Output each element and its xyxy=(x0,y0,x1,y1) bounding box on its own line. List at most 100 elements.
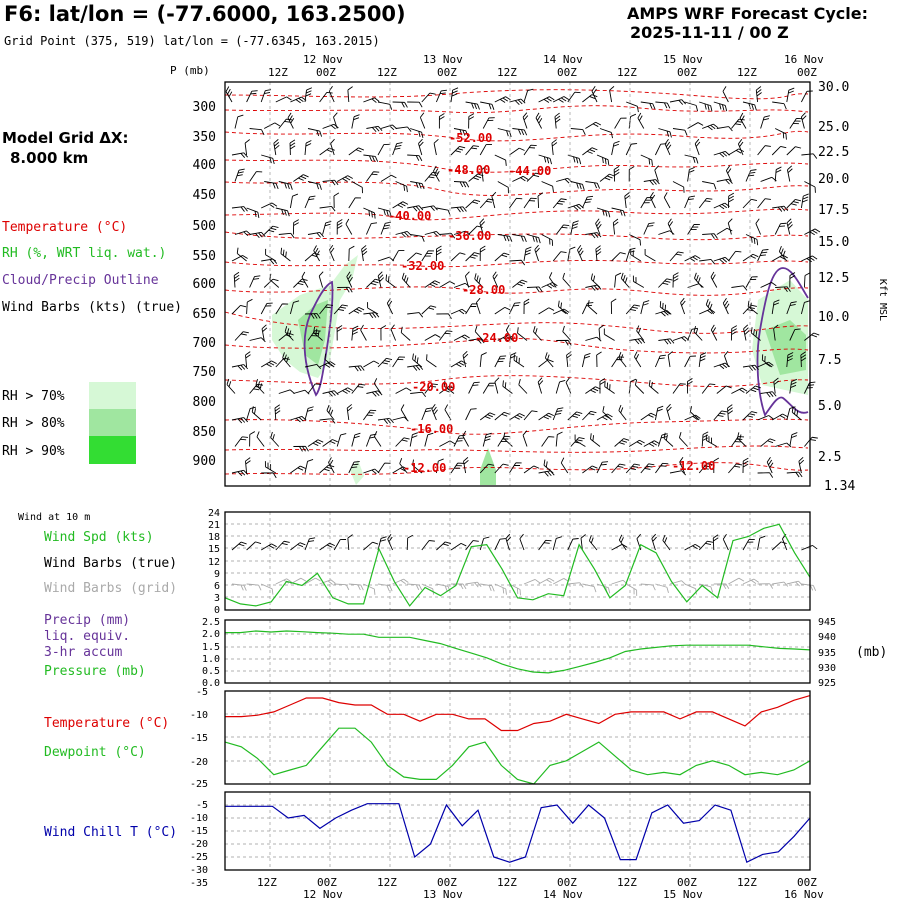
pressure-tick: 850 xyxy=(193,425,216,440)
wind-barb xyxy=(494,252,510,262)
wind-chill-panel: Wind Chill T (°C) -5 -10 -15 -20 -25 -30… xyxy=(44,791,811,889)
wind-barb xyxy=(333,304,348,315)
wind-barb xyxy=(494,306,511,315)
bottom-hour: 12Z xyxy=(497,876,517,889)
wind-barb xyxy=(244,139,250,156)
wind-barb xyxy=(585,232,602,239)
wind-barb xyxy=(290,96,307,104)
wind-barb xyxy=(611,252,626,262)
isotherm xyxy=(224,311,809,334)
wind-barb xyxy=(634,351,642,368)
wind-barb xyxy=(333,539,347,551)
top-date: 14 Nov xyxy=(543,53,583,66)
wind-barbs xyxy=(225,86,821,479)
wind-barb xyxy=(596,413,613,421)
wind-barb xyxy=(410,181,425,190)
wind-barb xyxy=(249,431,256,447)
model-grid-label: Model Grid ΔX: xyxy=(2,129,129,147)
wind-barb xyxy=(728,577,745,585)
wind-barb xyxy=(433,138,439,156)
wind-barb xyxy=(494,96,511,103)
wind-barb xyxy=(526,172,542,182)
chill-tick: -5 xyxy=(196,800,208,811)
wind-barb xyxy=(800,351,807,368)
wind-barb xyxy=(497,234,513,242)
wind-barb xyxy=(554,112,561,129)
height-tick: 10.0 xyxy=(818,310,849,325)
wind-barb xyxy=(757,535,766,551)
wind-barb xyxy=(716,126,733,132)
wind-barb xyxy=(669,251,684,262)
wind-barb xyxy=(723,350,729,368)
wind-barb xyxy=(760,282,777,288)
wind-barb xyxy=(541,282,558,289)
wind-barb xyxy=(395,126,412,132)
temperature-contours xyxy=(224,89,809,475)
wind-barb xyxy=(625,143,638,156)
wind-barb xyxy=(519,533,525,551)
wind-barb xyxy=(791,406,802,421)
wind-barb xyxy=(395,387,412,394)
wind-barb xyxy=(494,154,507,166)
wind-barb xyxy=(380,174,397,182)
wind-barb xyxy=(699,101,713,112)
true-wind-barbs xyxy=(231,533,818,551)
precip-tick: 0.5 xyxy=(202,666,220,677)
wind-barb xyxy=(739,112,747,129)
bottom-date: 16 Nov xyxy=(784,888,824,900)
wind-barb xyxy=(407,583,423,591)
cycle-line-1: AMPS WRF Forecast Cycle: xyxy=(627,4,868,23)
wind-barb xyxy=(400,326,411,341)
wind-barb xyxy=(474,325,484,341)
wind-barb xyxy=(778,245,788,262)
wind-barb xyxy=(538,412,554,421)
wind-barb xyxy=(803,272,811,288)
wind-barb xyxy=(581,195,594,209)
pressure-tick: 945 xyxy=(818,617,836,628)
wind-barb xyxy=(231,541,247,551)
contour-label: -52.00 xyxy=(449,131,492,145)
wind-barb xyxy=(560,457,569,474)
wind-barb xyxy=(644,248,656,262)
wind-barb xyxy=(275,578,292,585)
wind-barb xyxy=(570,128,586,135)
wind-barb xyxy=(595,218,602,235)
wind-barb xyxy=(567,246,576,262)
wind-tick: 24 xyxy=(208,508,220,519)
precip-tick: 2.0 xyxy=(202,629,220,640)
wind-barb xyxy=(526,286,543,293)
wind-barb xyxy=(522,430,528,447)
wind-barb xyxy=(694,138,701,156)
wind-barb xyxy=(789,378,798,394)
wind-barb xyxy=(599,378,606,394)
wind-barb xyxy=(585,181,600,189)
isotherm xyxy=(224,130,809,142)
wind-barb xyxy=(249,383,264,394)
wind-barb xyxy=(786,580,803,587)
wind-barb xyxy=(319,361,336,368)
temp-tick: -15 xyxy=(190,733,208,744)
wind10m-panel: Wind at 10 m Wind Spd (kts) Wind Barbs (… xyxy=(18,508,818,616)
wind-barb xyxy=(319,579,336,585)
wind-barb xyxy=(363,541,379,551)
wind-tick: 15 xyxy=(208,544,220,555)
height-tick: 25.0 xyxy=(818,120,849,135)
wind-barb xyxy=(474,273,484,288)
wind-barb xyxy=(365,222,378,235)
wind-barb xyxy=(319,542,335,551)
wind-barb xyxy=(603,328,615,341)
bottom-date: 14 Nov xyxy=(543,888,583,900)
wind-barb xyxy=(450,308,468,315)
wind-barb xyxy=(789,432,798,447)
wind-barb xyxy=(261,472,277,479)
wind-barb xyxy=(757,583,774,589)
wind-tick: 0 xyxy=(214,605,220,616)
wind-barb xyxy=(698,540,714,551)
wind-barb xyxy=(392,101,408,108)
wind-barb xyxy=(284,326,294,341)
wind-barb xyxy=(479,412,496,421)
wind-barb xyxy=(595,245,602,262)
wind-barb xyxy=(387,534,394,551)
wind-barb xyxy=(410,234,425,242)
